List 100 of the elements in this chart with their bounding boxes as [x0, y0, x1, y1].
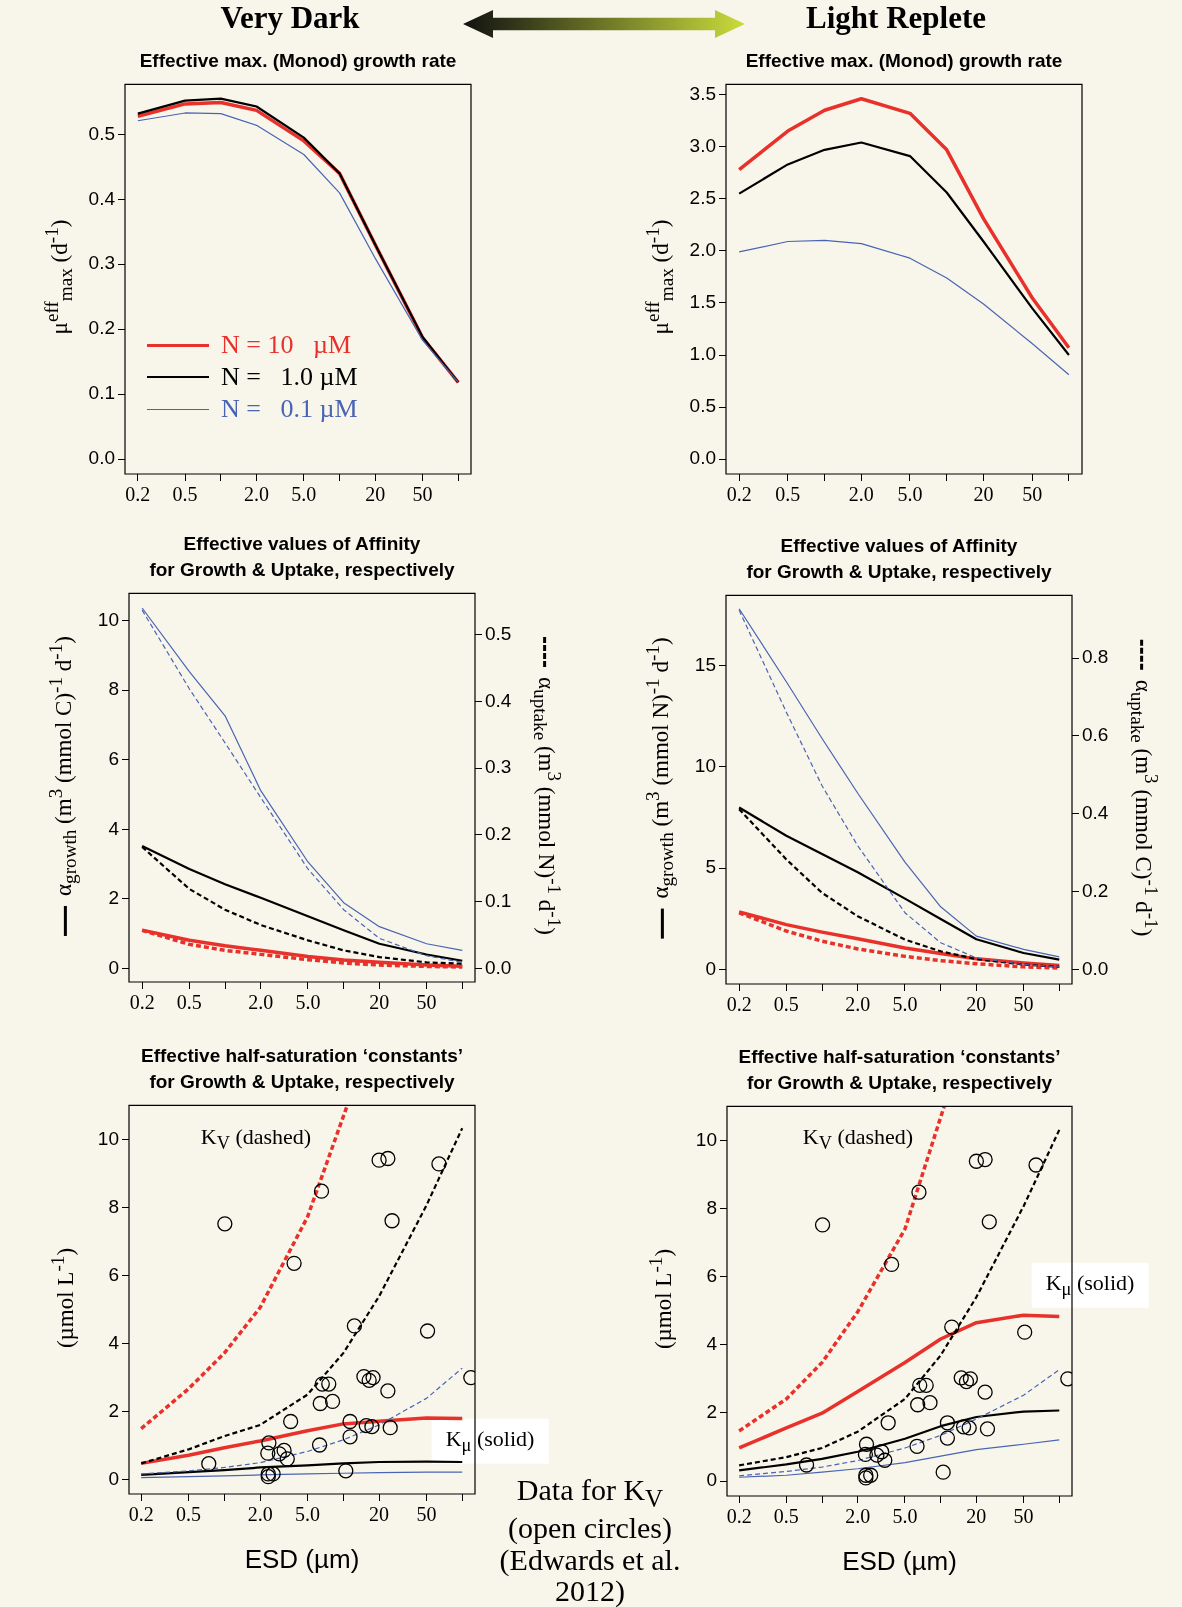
- x-tick-label: 0.5: [176, 1503, 202, 1526]
- y-tick-label: 1.0: [689, 343, 716, 365]
- x-tick-label: 2.0: [848, 483, 874, 506]
- y-tick-label: 2.0: [689, 239, 716, 261]
- y-tick-label: 8: [108, 678, 119, 700]
- y-tick-label: 5: [705, 856, 716, 878]
- x-tick-label: 50: [1013, 1505, 1034, 1528]
- chart-title: Effective half-saturation ‘constants’ for Growth & Uptake, respectively: [140, 1044, 464, 1094]
- y-tick-label: 10: [97, 1127, 119, 1149]
- x-tick-label: 20: [966, 1505, 987, 1528]
- chart-subtitle: Effective max. (Monod) growth rate: [745, 50, 1063, 72]
- annotation: K$_{μ}$ (solid): [1031, 1262, 1149, 1308]
- x-tick-label: 50: [1022, 483, 1043, 506]
- x-tick-label: 5.0: [897, 483, 923, 506]
- text: Data for K$_{V}$ (open circles) (Edwards et al. 2012): [499, 1472, 681, 1607]
- chart-title: Light Replete: [806, 0, 986, 36]
- x-tick-label: 0.5: [775, 483, 801, 506]
- x-tick-label: 2.0: [247, 1503, 273, 1526]
- legend-label: N = 1.0 µM: [221, 362, 358, 392]
- x-tick-label: 20: [365, 483, 386, 506]
- x-tick-label: 5.0: [295, 991, 321, 1014]
- x-tick-label: 0.2: [726, 1505, 752, 1528]
- annotation: K$_{V}$ (dashed): [802, 1123, 914, 1154]
- chart-subtitle: Effective max. (Monod) growth rate: [139, 50, 457, 72]
- x-tick-label: 20: [973, 483, 994, 506]
- y-tick-label: 1.5: [689, 291, 716, 313]
- y2-tick-label: 0.0: [1082, 957, 1109, 979]
- legend-label: N = 0.1 µM: [221, 394, 358, 424]
- y2-tick-label: 0.3: [485, 756, 512, 778]
- y-tick-label: 0.0: [689, 447, 716, 469]
- x-tick-label: 20: [369, 1503, 390, 1526]
- y-tick-label: 0: [706, 1469, 717, 1491]
- y2-tick-label: 0.2: [485, 823, 512, 845]
- y-tick-label: 4: [706, 1333, 718, 1355]
- x-tick-label: 50: [1013, 993, 1034, 1016]
- y2-tick-label: 0.2: [1082, 879, 1109, 901]
- y-tick-label: 0: [108, 956, 119, 978]
- x-tick-label: 0.2: [125, 483, 151, 506]
- x-tick-label: 0.5: [773, 1505, 799, 1528]
- y-tick-label: 0.5: [689, 395, 716, 417]
- chart-title: Effective values of Affinity for Growth & Uptake, respectively: [149, 532, 455, 582]
- legend-label: N = 10 µM: [221, 330, 352, 360]
- annotation: K$_{V}$ (dashed): [200, 1123, 312, 1154]
- x-axis-title: ESD (µm): [244, 1544, 360, 1575]
- y2-tick-label: 0.6: [1082, 724, 1109, 746]
- x-axis-title: ESD (µm): [842, 1546, 957, 1577]
- chart-title: Effective half-saturation ‘constants’ for Growth & Uptake, respectively: [738, 1045, 1061, 1095]
- y-tick-label: 2.5: [689, 187, 716, 209]
- x-tick-label: 20: [966, 993, 987, 1016]
- annotation: K$_{μ}$ (solid): [431, 1418, 549, 1464]
- y-tick-label: 0.3: [88, 252, 115, 274]
- x-tick-label: 2.0: [845, 1505, 871, 1528]
- y-tick-label: 0: [108, 1467, 119, 1489]
- y2-tick-label: 0.4: [485, 689, 512, 711]
- y-tick-label: 3.0: [689, 134, 716, 156]
- x-tick-label: 0.2: [128, 1503, 154, 1526]
- y-tick-label: 8: [108, 1195, 119, 1217]
- y-tick-label: 0: [705, 957, 716, 979]
- y-tick-label: 10: [694, 755, 716, 777]
- y2-tick-label: 0.5: [485, 623, 512, 644]
- x-tick-label: 50: [416, 1503, 437, 1526]
- x-tick-label: 0.5: [172, 483, 198, 506]
- x-tick-label: 5.0: [892, 993, 918, 1016]
- x-tick-label: 50: [416, 991, 437, 1014]
- y-tick-label: 0.2: [88, 317, 115, 339]
- y-tick-label: 0.1: [88, 382, 115, 404]
- y2-tick-label: 0.0: [485, 956, 512, 978]
- x-tick-label: 20: [369, 991, 390, 1014]
- y-tick-label: 15: [694, 653, 716, 675]
- y-tick-label: 10: [97, 608, 119, 630]
- y-tick-label: 4: [108, 1331, 120, 1353]
- x-tick-label: 2.0: [845, 993, 871, 1016]
- x-tick-label: 0.5: [176, 991, 202, 1014]
- chart-title: Very Dark: [220, 0, 360, 36]
- y-tick-label: 4: [108, 817, 120, 839]
- x-tick-label: 0.2: [726, 993, 752, 1016]
- y-tick-label: 10: [695, 1128, 717, 1150]
- y-tick-label: 0.0: [88, 447, 115, 469]
- x-tick-label: 5.0: [291, 483, 317, 506]
- y-tick-label: 2: [108, 1399, 119, 1421]
- x-tick-label: 0.2: [726, 483, 752, 506]
- x-tick-label: 0.2: [129, 991, 155, 1014]
- x-tick-label: 2.0: [248, 991, 274, 1014]
- y2-tick-label: 0.8: [1082, 646, 1109, 668]
- y-tick-label: 2: [706, 1401, 717, 1423]
- x-tick-label: 50: [412, 483, 433, 506]
- y-tick-label: 2: [108, 887, 119, 909]
- y-tick-label: 0.4: [88, 187, 116, 209]
- y-tick-label: 6: [108, 1263, 119, 1285]
- x-tick-label: 2.0: [244, 483, 270, 506]
- x-tick-label: 5.0: [294, 1503, 320, 1526]
- y-tick-label: 6: [108, 747, 119, 769]
- y2-tick-label: 0.1: [485, 889, 512, 911]
- x-tick-label: 0.5: [773, 993, 799, 1016]
- y2-tick-label: 0.4: [1082, 802, 1109, 824]
- y-tick-label: 6: [706, 1264, 717, 1286]
- y-tick-label: 8: [706, 1196, 717, 1218]
- chart-title: Effective values of Affinity for Growth & Uptake, respectively: [746, 534, 1052, 584]
- x-tick-label: 5.0: [892, 1505, 918, 1528]
- y-tick-label: 0.5: [88, 122, 115, 144]
